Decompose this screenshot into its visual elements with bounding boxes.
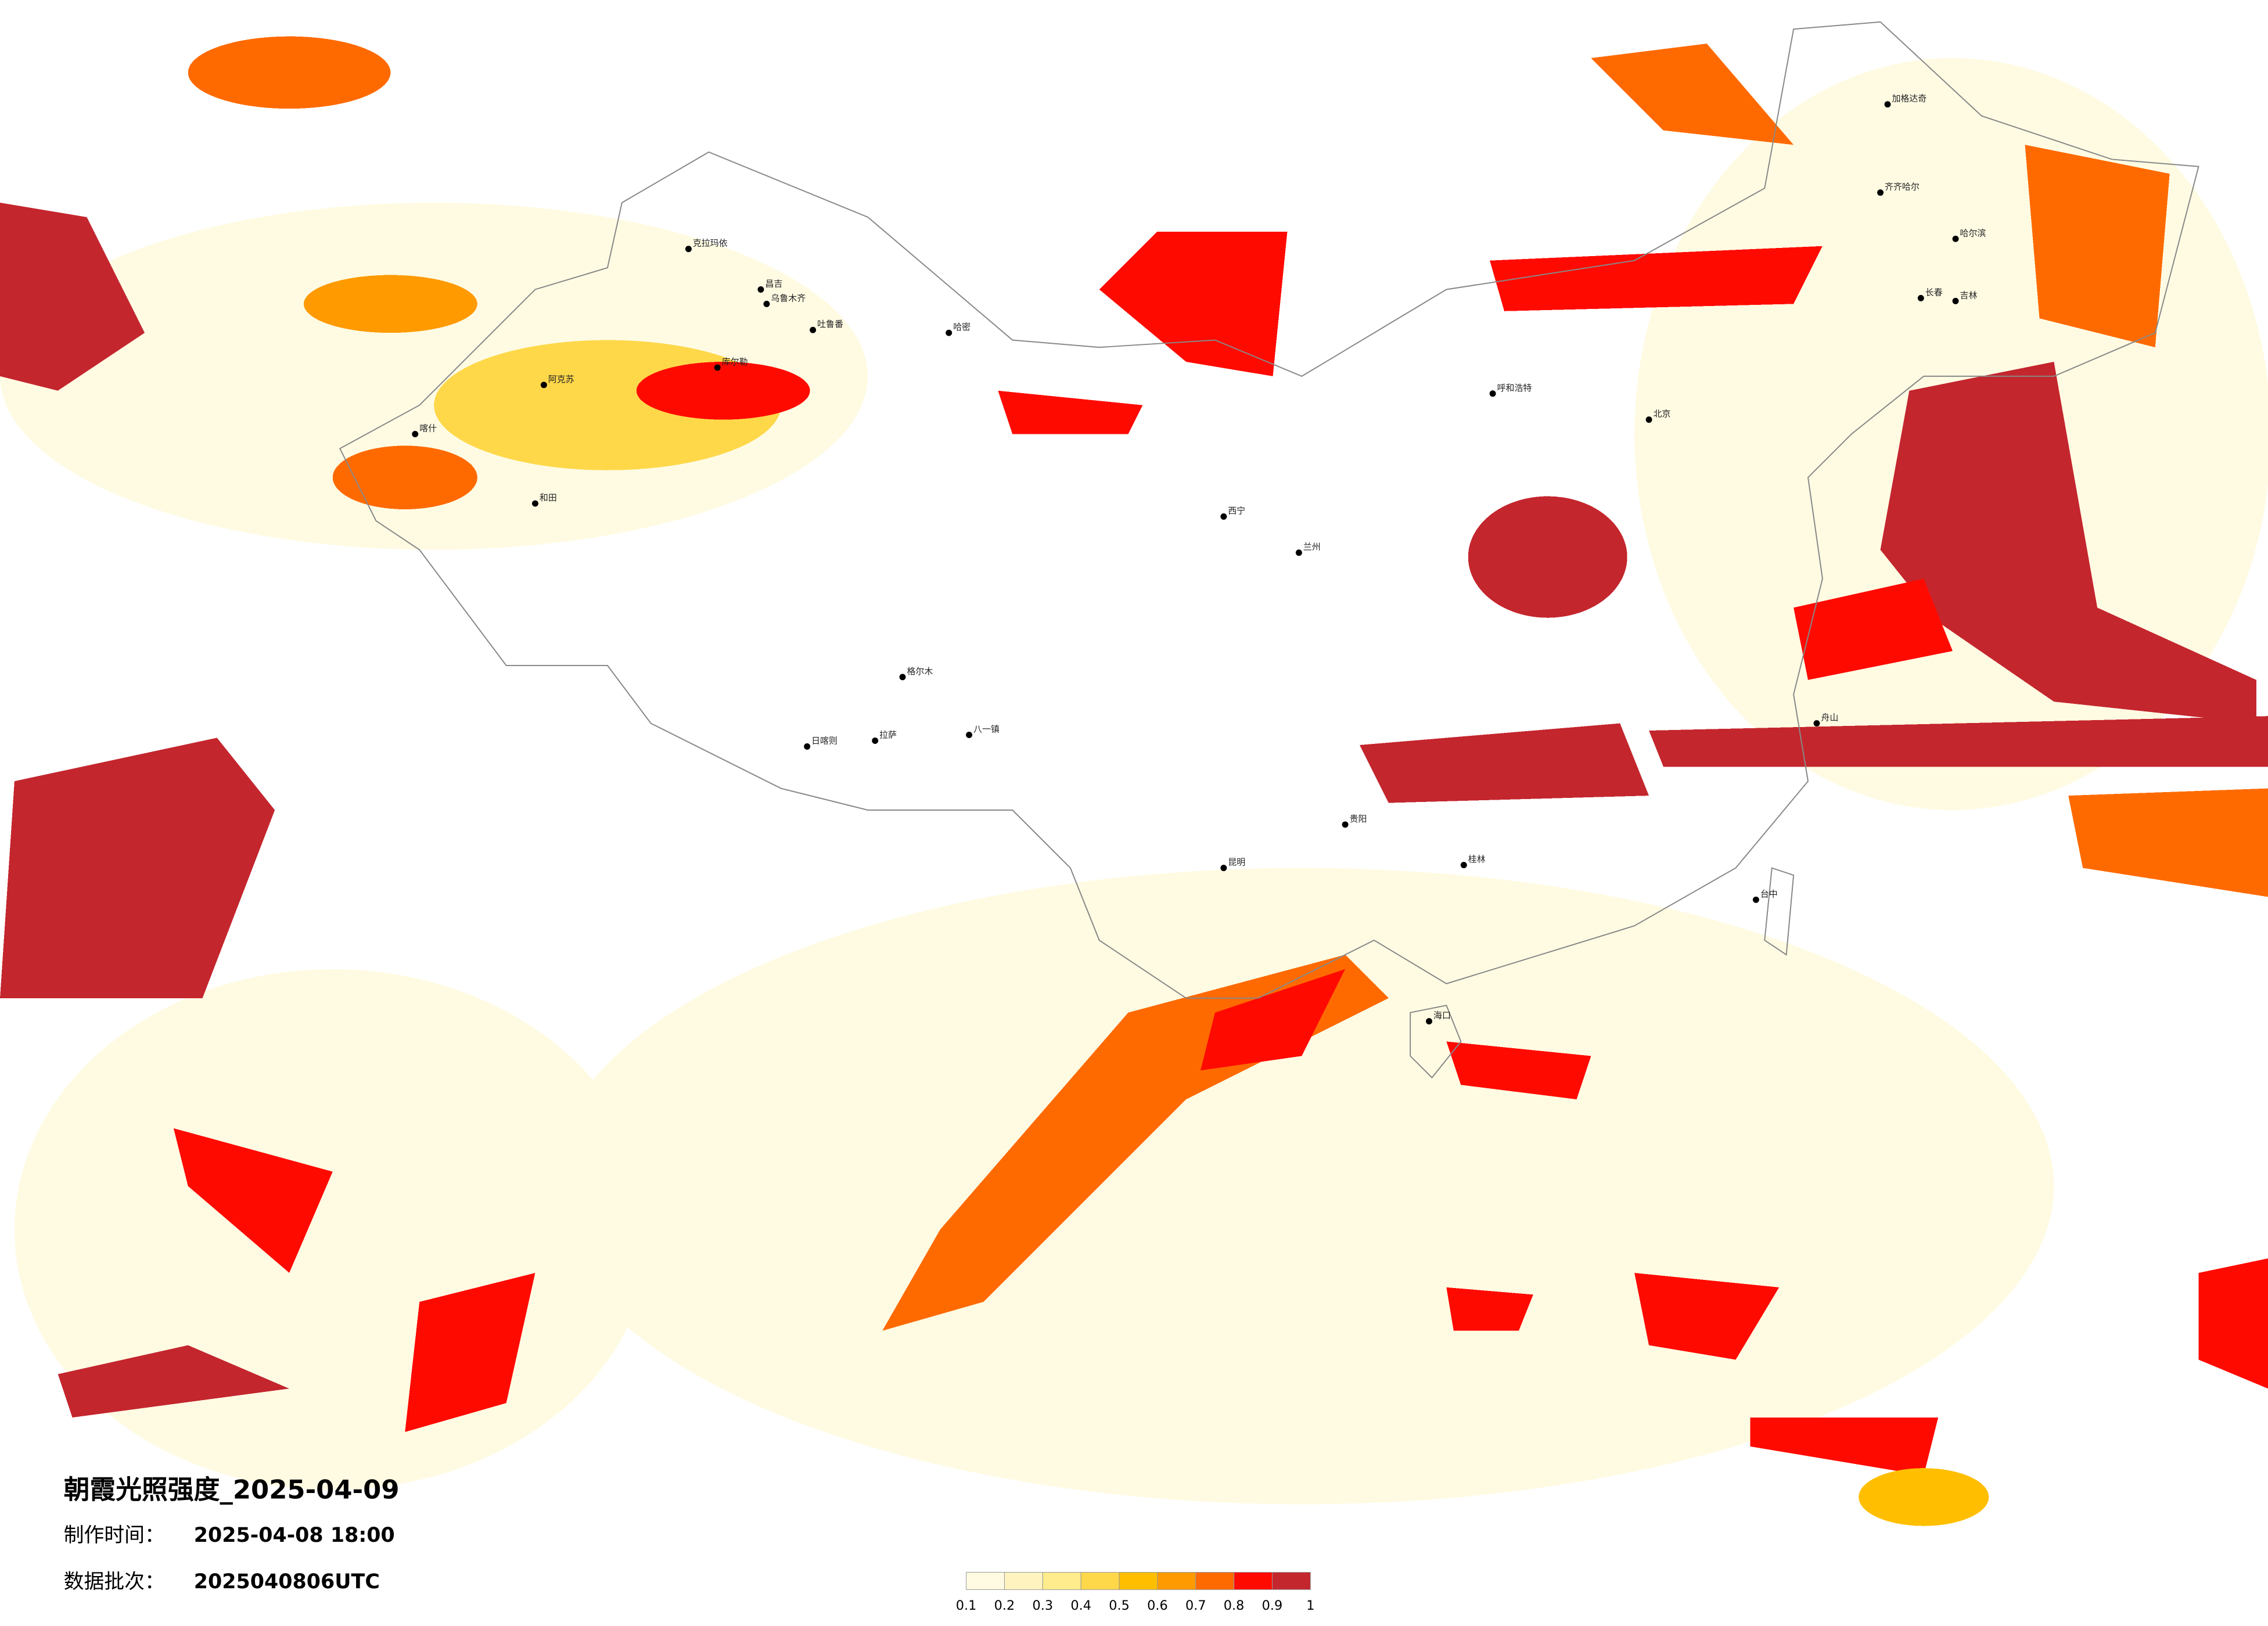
city-dot: [763, 300, 770, 307]
city-label: 北京: [1654, 409, 1671, 419]
city-dot: [1489, 390, 1496, 397]
legend-tick-label: 1: [1306, 1598, 1314, 1613]
city-dot: [1917, 294, 1924, 301]
city-label: 加格达奇: [1892, 93, 1926, 104]
city-label: 哈尔滨: [1960, 228, 1986, 238]
city-label: 西宁: [1228, 505, 1245, 516]
city-label: 桂林: [1468, 854, 1486, 865]
city-label: 昌吉: [765, 278, 782, 289]
legend-tick-label: 0.2: [994, 1598, 1015, 1613]
legend-tick-label: 0.7: [1185, 1598, 1206, 1613]
city-dot: [1752, 896, 1759, 903]
island-outline: [1410, 1005, 1462, 1079]
legend-swatch: [1119, 1571, 1158, 1590]
legend-swatch: [1157, 1571, 1196, 1590]
city-label: 日喀则: [811, 735, 838, 746]
city-dot: [540, 382, 547, 388]
intensity-field: [0, 36, 2268, 1526]
legend-tick-label: 0.5: [1109, 1598, 1130, 1613]
map-title: 朝霞光照强度_2025-04-09: [64, 1474, 400, 1505]
city-label: 阿克苏: [548, 374, 574, 384]
city-label: 兰州: [1303, 542, 1321, 552]
legend-swatch: [1080, 1571, 1120, 1590]
city-dot: [757, 286, 764, 293]
city-label: 吉林: [1960, 290, 1978, 300]
island-outline: [1764, 867, 1795, 956]
info-label: 制作时间：: [64, 1524, 165, 1547]
city-label: 格尔木: [907, 666, 933, 677]
city-label: 呼和浩特: [1497, 383, 1532, 393]
city-label: 哈密: [953, 322, 971, 332]
legend-tick-label: 0.8: [1224, 1598, 1245, 1613]
city-label: 八一镇: [973, 724, 1000, 735]
legend-tick-label: 0.9: [1262, 1598, 1283, 1613]
city-dot: [899, 674, 906, 681]
legend-swatch: [1004, 1571, 1043, 1590]
city-dot: [1952, 235, 1959, 242]
city-dot: [872, 737, 879, 744]
legend-tick-label: 0.6: [1147, 1598, 1168, 1613]
legend-tick-label: 0.4: [1070, 1598, 1091, 1613]
city-dot: [1877, 189, 1884, 196]
city-label: 舟山: [1821, 713, 1838, 723]
city-dot: [714, 364, 721, 371]
city-dot: [531, 500, 538, 507]
city-dot: [1426, 1018, 1433, 1025]
city-dot: [1884, 101, 1891, 108]
city-label: 吐鲁番: [817, 319, 843, 329]
legend: 0.1 0.2 0.3 0.4 0.5 0.6 0.7 0.8 0.9 1: [956, 1571, 1314, 1613]
country-outline: [339, 21, 2199, 999]
city-label: 台中: [1760, 888, 1778, 899]
city-label: 库尔勒: [722, 357, 748, 367]
city-dot: [810, 326, 817, 333]
legend-swatch: [1234, 1571, 1273, 1590]
city-dot: [1220, 513, 1227, 520]
city-label: 海口: [1433, 1010, 1451, 1021]
city-dot: [1342, 821, 1349, 828]
city-dot: [804, 743, 811, 750]
info-value: 2025040806UTC: [194, 1570, 380, 1593]
city-dot: [685, 246, 692, 253]
city-dot: [1460, 862, 1467, 869]
info-label: 数据批次：: [64, 1570, 165, 1593]
city-label: 拉萨: [879, 729, 897, 740]
legend-swatch: [1271, 1571, 1311, 1590]
info-value: 2025-04-08 18:00: [194, 1524, 395, 1547]
legend-swatch: [1042, 1571, 1081, 1590]
city-label: 喀什: [419, 423, 437, 434]
city-dot: [412, 431, 419, 437]
legend-swatch: [966, 1571, 1005, 1590]
legend-swatch: [1195, 1571, 1235, 1590]
city-label: 昆明: [1228, 857, 1245, 868]
city-dot: [946, 329, 953, 336]
city-dot: [1952, 297, 1959, 304]
city-dot: [1645, 416, 1652, 423]
city-dot: [1813, 720, 1820, 727]
city-label: 和田: [540, 492, 557, 503]
city-label: 长春: [1925, 287, 1943, 297]
city-label: 克拉玛依: [693, 238, 728, 249]
city-dot: [1295, 549, 1302, 556]
city-label: 贵阳: [1350, 814, 1367, 824]
city-label: 齐齐哈尔: [1885, 182, 1920, 192]
legend-tick-label: 0.1: [956, 1598, 977, 1613]
city-dot: [966, 732, 973, 738]
legend-tick-label: 0.3: [1033, 1598, 1054, 1613]
city-label: 乌鲁木齐: [771, 293, 806, 303]
city-dot: [1220, 865, 1227, 872]
